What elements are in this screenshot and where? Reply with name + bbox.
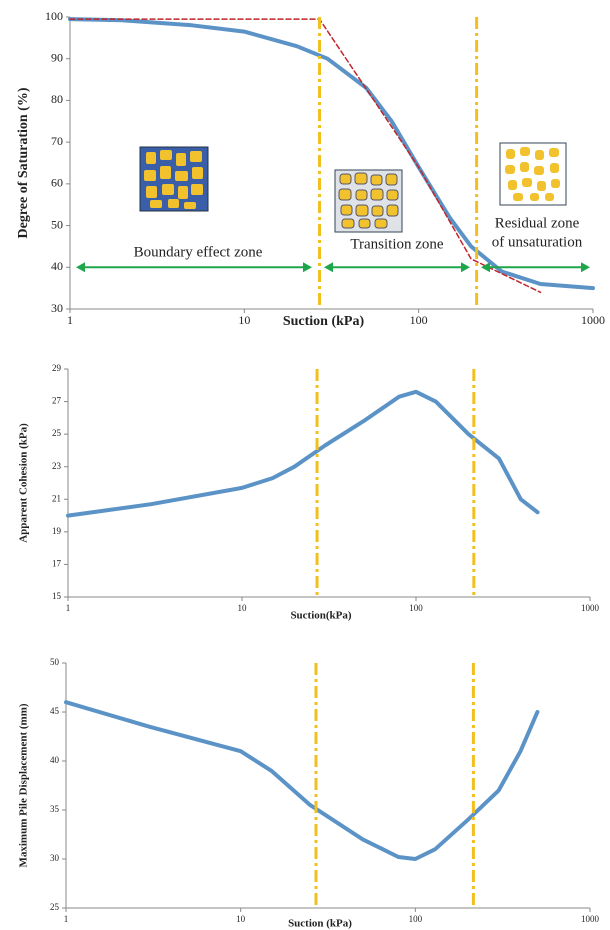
- y-axis-title: Maximum Pile Displacement (mm): [18, 703, 30, 867]
- x-tick-label: 1: [67, 313, 73, 327]
- y-tick-label: 15: [52, 591, 62, 601]
- y-tick-label: 90: [51, 50, 63, 64]
- y-tick-label: 29: [52, 363, 62, 373]
- zone-label: Residual zone: [495, 215, 580, 231]
- y-tick-label: 60: [51, 176, 63, 190]
- y-tick-label: 25: [50, 902, 60, 912]
- x-axis-title: Suction (kPa): [288, 918, 352, 930]
- data-line: [66, 389, 540, 518]
- x-tick-label: 1000: [581, 603, 600, 613]
- x-tick-label: 100: [409, 914, 423, 924]
- y-tick-label: 25: [52, 428, 62, 438]
- x-tick-label: 1000: [581, 914, 600, 924]
- y-axis-title: Apparent Cohesion (kPa): [18, 423, 30, 543]
- data-line: [64, 700, 540, 861]
- x-tick-label: 10: [236, 914, 246, 924]
- x-tick-label: 10: [238, 313, 250, 327]
- x-tick-label: 10: [238, 603, 248, 613]
- particle-icons: [139, 142, 567, 233]
- x-tick-label: 1: [66, 603, 71, 613]
- y-tick-label: 70: [51, 134, 63, 148]
- y-tick-label: 30: [51, 301, 63, 315]
- data-line: [69, 18, 542, 294]
- x-axis-title: Suction (kPa): [283, 314, 365, 329]
- y-tick-label: 21: [52, 493, 61, 503]
- y-tick-label: 23: [52, 461, 62, 471]
- x-tick-label: 1: [64, 914, 69, 924]
- y-tick-label: 100: [45, 9, 63, 23]
- y-tick-label: 50: [50, 657, 60, 667]
- y-tick-label: 50: [51, 217, 63, 231]
- y-tick-label: 30: [50, 853, 60, 863]
- y-tick-label: 35: [50, 804, 60, 814]
- y-tick-label: 19: [52, 526, 62, 536]
- x-tick-label: 100: [410, 313, 428, 327]
- x-tick-label: 100: [409, 603, 423, 613]
- y-tick-label: 27: [52, 396, 62, 406]
- x-axis-title: Suction(kPa): [290, 610, 351, 622]
- y-tick-label: 45: [50, 706, 60, 716]
- zone-label: of unsaturation: [492, 234, 583, 250]
- x-tick-label: 1000: [581, 313, 605, 327]
- zone-label: Boundary effect zone: [134, 244, 263, 260]
- y-tick-label: 40: [50, 755, 60, 765]
- y-tick-label: 80: [51, 92, 63, 106]
- zone-label: Transition zone: [350, 236, 444, 252]
- y-tick-label: 40: [51, 259, 63, 273]
- y-axis-title: Degree of Saturation (%): [16, 87, 31, 238]
- y-tick-label: 17: [52, 558, 62, 568]
